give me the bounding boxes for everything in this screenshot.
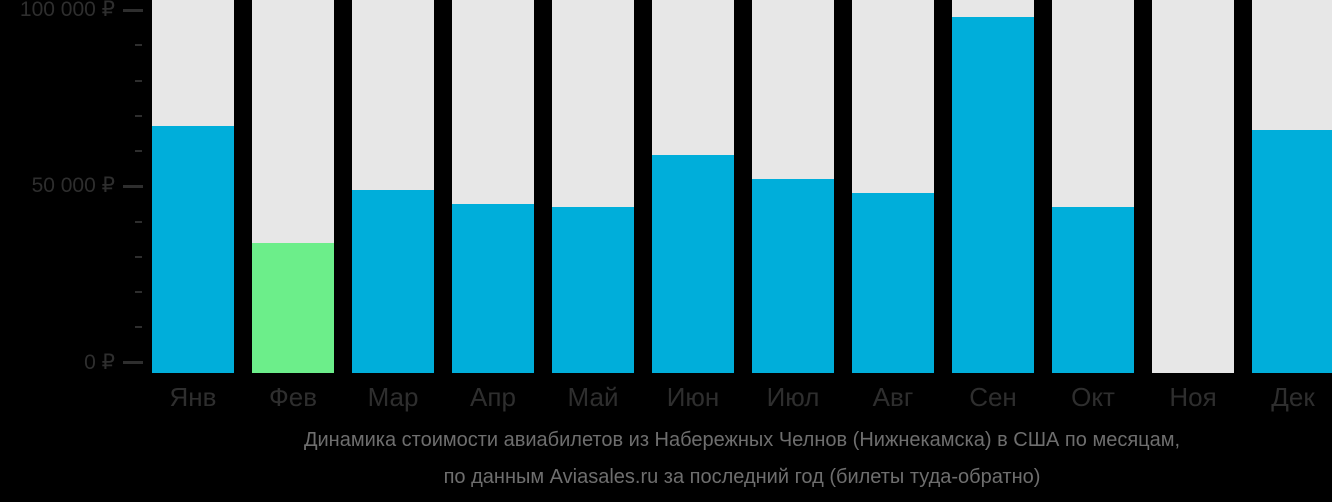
bar-month-2[interactable] [252, 242, 334, 373]
bar-month-3[interactable] [352, 189, 434, 373]
x-axis-label-7: Июл [766, 382, 820, 412]
y-axis-minor-tick-mark [135, 326, 142, 329]
y-axis-minor-tick-mark [135, 150, 142, 152]
x-axis-label-3: Мар [367, 382, 419, 412]
bar-month-4[interactable] [452, 203, 534, 373]
y-axis-major-tick-mark [123, 361, 143, 364]
bar-month-8[interactable] [852, 193, 934, 373]
y-axis-minor-tick-mark [135, 79, 142, 82]
chart-caption: Динамика стоимости авиабилетов из Набере… [152, 429, 1332, 489]
bar-month-7[interactable] [752, 179, 834, 373]
bar-month-5[interactable] [552, 207, 634, 373]
x-axis-label-1: Янв [169, 382, 217, 412]
x-axis-label-11: Ноя [1169, 382, 1217, 412]
y-axis-tick-label: 0 ₽ [84, 350, 115, 374]
y-axis-tick-label: 50 000 ₽ [31, 174, 115, 198]
y-axis-major-tick-mark [123, 184, 143, 188]
caption-line-2: по данным Aviasales.ru за последний год … [443, 466, 1041, 488]
caption-line-1: Динамика стоимости авиабилетов из Набере… [303, 429, 1181, 451]
y-axis-tick-label: 100 000 ₽ [19, 0, 115, 21]
bar-track-11 [1152, 0, 1234, 373]
x-axis-label-6: Июн [666, 382, 720, 412]
x-axis-label-12: Дек [1271, 382, 1315, 412]
x-axis-label-9: Сен [969, 382, 1017, 412]
y-axis-minor-tick-mark [135, 255, 142, 258]
x-axis-label-10: Окт [1071, 382, 1115, 412]
x-axis-label-4: Апр [470, 382, 516, 412]
y-axis-minor-tick-mark [135, 114, 142, 117]
bar-month-6[interactable] [652, 154, 734, 373]
x-axis-label-8: Авг [872, 382, 914, 412]
y-axis-minor-tick-mark [135, 291, 142, 293]
bar-month-1[interactable] [152, 126, 234, 373]
y-axis-major-tick-mark [123, 8, 143, 12]
bar-month-12[interactable] [1252, 129, 1332, 373]
y-axis-minor-tick-mark [135, 44, 142, 47]
bar-month-9[interactable] [952, 17, 1034, 373]
bar-month-10[interactable] [1052, 207, 1134, 373]
y-axis-minor-tick-mark [135, 220, 142, 223]
x-axis-label-5: Май [567, 382, 619, 412]
x-axis-label-2: Фев [268, 382, 318, 412]
